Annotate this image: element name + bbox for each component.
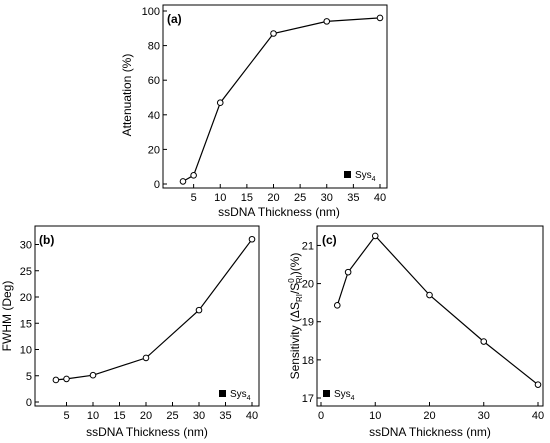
x-tick-label: 30 xyxy=(321,192,333,204)
y-tick-label: 80 xyxy=(148,41,160,53)
y-tick-label: 15 xyxy=(20,318,32,330)
y-tick-label: 100 xyxy=(142,6,160,18)
data-point xyxy=(323,18,331,25)
series-line xyxy=(182,17,381,182)
data-point xyxy=(142,354,150,362)
legend-label: Sys4 xyxy=(334,389,355,402)
y-tick-label: 10 xyxy=(20,345,32,357)
legend-marker xyxy=(344,171,351,178)
x-tick-label: 25 xyxy=(166,410,178,422)
legend-marker xyxy=(219,390,226,397)
data-point xyxy=(426,291,433,299)
legend-label: Sys4 xyxy=(355,170,376,183)
y-tick-label: 20 xyxy=(148,144,160,156)
x-tick-label: 10 xyxy=(87,410,99,422)
x-axis-label: ssDNA Thickness (nm) xyxy=(86,425,208,439)
data-point xyxy=(52,376,60,384)
data-point xyxy=(371,232,379,240)
x-tick-label: 5 xyxy=(191,192,197,204)
data-point xyxy=(216,99,224,106)
legend: Sys4 xyxy=(219,389,251,402)
panel-label: (b) xyxy=(39,233,54,247)
data-point xyxy=(534,381,542,388)
chart-panel-c: (c) Sensitivity (ΔSRI/S0RI)(%) ssDNA Thi… xyxy=(287,225,544,439)
x-tick-label: 10 xyxy=(369,410,381,422)
plot-frame xyxy=(162,4,388,189)
x-tick-label: 15 xyxy=(241,192,253,204)
x-tick-label: 10 xyxy=(214,192,226,204)
y-tick-label: 30 xyxy=(20,240,32,252)
x-tick-label: 20 xyxy=(140,410,152,422)
x-tick-label: 30 xyxy=(478,410,490,422)
legend-marker xyxy=(323,390,330,397)
data-point xyxy=(190,172,197,179)
y-tick-label: 40 xyxy=(148,110,160,122)
x-tick-label: 40 xyxy=(246,410,258,422)
data-point xyxy=(344,268,352,276)
chart-panel-a: (a) Attenuation (%) ssDNA Thickness (nm)… xyxy=(120,4,388,219)
y-axis-label: Attenuation (%) xyxy=(120,54,134,137)
y-tick-label: 20 xyxy=(302,279,314,291)
x-tick-label: 40 xyxy=(374,192,386,204)
y-axis-label: Sensitivity (ΔSRI/S0RI)(%) xyxy=(287,253,304,380)
plot-frame xyxy=(316,225,544,407)
y-tick-label: 20 xyxy=(20,292,32,304)
data-point xyxy=(333,302,341,309)
x-tick-label: 20 xyxy=(267,192,279,204)
chart-panel-b: (b) FWHM (Deg) ssDNA Thickness (nm) Sys4… xyxy=(0,225,260,439)
data-point xyxy=(179,178,187,185)
legend-label: Sys4 xyxy=(230,389,251,402)
x-tick-label: 40 xyxy=(532,410,544,422)
data-point xyxy=(270,30,277,37)
y-tick-label: 21 xyxy=(302,240,314,252)
y-tick-label: 18 xyxy=(302,355,314,367)
plot-frame xyxy=(34,225,260,407)
x-tick-label: 5 xyxy=(63,410,69,422)
x-tick-label: 0 xyxy=(318,410,324,422)
y-tick-label: 25 xyxy=(20,266,32,278)
legend: Sys4 xyxy=(323,389,355,402)
data-point xyxy=(248,235,256,243)
data-point xyxy=(376,14,384,22)
y-tick-label: 17 xyxy=(302,393,314,405)
panel-label: (a) xyxy=(167,12,182,26)
x-axis-label: ssDNA Thickness (nm) xyxy=(218,205,340,219)
x-tick-label: 30 xyxy=(193,410,205,422)
x-axis-label: ssDNA Thickness (nm) xyxy=(369,425,491,439)
y-tick-label: 60 xyxy=(148,75,160,87)
x-tick-label: 35 xyxy=(347,192,359,204)
series-line xyxy=(336,234,539,386)
data-point xyxy=(195,306,203,314)
y-tick-label: 0 xyxy=(154,179,160,191)
x-tick-label: 20 xyxy=(423,410,435,422)
data-point xyxy=(89,371,97,379)
series-line xyxy=(55,238,253,381)
y-tick-label: 5 xyxy=(26,371,32,383)
panel-label: (c) xyxy=(322,233,337,247)
data-point xyxy=(63,375,70,383)
y-tick-label: 19 xyxy=(302,317,314,329)
x-tick-label: 25 xyxy=(294,192,306,204)
data-point xyxy=(480,338,488,345)
y-tick-label: 0 xyxy=(26,397,32,409)
x-tick-label: 35 xyxy=(219,410,231,422)
x-tick-label: 15 xyxy=(113,410,125,422)
legend: Sys4 xyxy=(344,170,376,183)
y-axis-label: FWHM (Deg) xyxy=(0,281,14,352)
